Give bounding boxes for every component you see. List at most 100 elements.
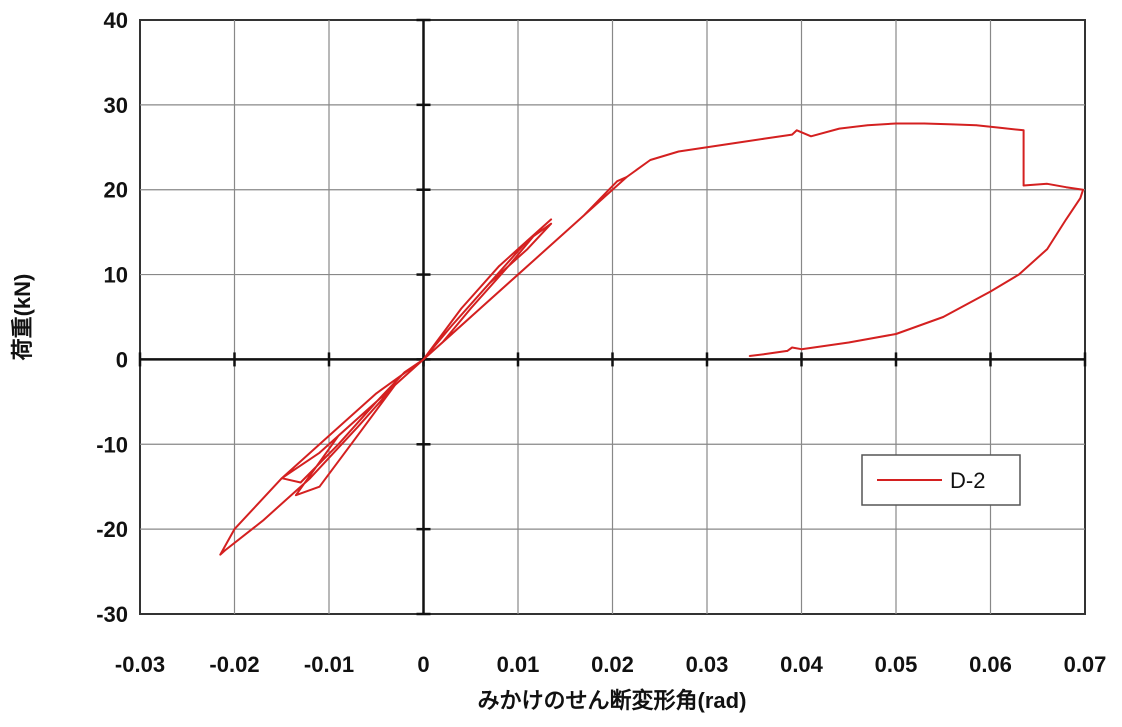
data-point <box>384 392 387 395</box>
data-point <box>451 324 453 327</box>
x-tick-label: 0.05 <box>875 652 918 677</box>
tick-labels: -0.03 -0.02 -0.01 0 0.01 0.02 0.03 0.04 0.05 0.06… <box>96 8 1106 677</box>
data-point <box>800 348 803 351</box>
x-tick-label: 0 <box>417 652 429 677</box>
data-point <box>295 494 297 497</box>
data-point <box>847 341 850 344</box>
data-point <box>795 129 798 132</box>
data-point <box>422 358 425 361</box>
x-tick-label: 0.07 <box>1064 652 1107 677</box>
data-point <box>649 159 652 161</box>
x-tick-label: -0.02 <box>209 652 259 677</box>
data-point <box>734 142 737 144</box>
data-point <box>451 333 453 335</box>
data-point <box>219 553 222 556</box>
data-point <box>923 122 926 125</box>
data-point <box>299 481 302 484</box>
data-point <box>328 435 330 437</box>
data-point <box>786 350 789 352</box>
data-point <box>356 435 359 437</box>
data-point <box>469 307 472 310</box>
data-point <box>550 222 552 225</box>
y-tick-label: 10 <box>104 263 128 288</box>
data-point <box>460 307 463 310</box>
data-point <box>403 371 406 373</box>
data-point <box>583 214 585 216</box>
x-tick-label: 0.01 <box>497 652 540 677</box>
legend: D-2 <box>861 454 1021 506</box>
data-point <box>762 353 765 356</box>
data-point <box>1079 197 1082 199</box>
data-point <box>280 477 283 480</box>
x-tick-label: 0.04 <box>780 652 824 677</box>
x-tick-label: 0.02 <box>591 652 634 677</box>
data-point <box>762 138 765 140</box>
data-point <box>975 124 978 127</box>
data-point <box>706 146 708 149</box>
data-point <box>1065 218 1067 221</box>
y-tick-label: -10 <box>96 432 128 457</box>
data-point <box>999 126 1001 129</box>
data-point <box>1046 248 1048 250</box>
data-point <box>224 549 226 552</box>
x-tick-label: -0.01 <box>304 652 354 677</box>
data-point <box>625 176 628 178</box>
data-point <box>866 124 869 127</box>
data-point <box>507 265 510 267</box>
y-tick-label: -20 <box>96 517 128 542</box>
data-point <box>564 231 567 233</box>
data-point <box>356 426 359 429</box>
data-point <box>536 231 538 233</box>
data-point <box>337 435 340 437</box>
zero-axes <box>138 18 1087 616</box>
data-point <box>469 316 472 318</box>
data-point <box>1065 186 1067 188</box>
data-point <box>895 122 897 125</box>
data-point <box>441 341 444 344</box>
y-tick-label: 20 <box>104 178 128 203</box>
data-point <box>337 443 340 446</box>
data-point <box>526 239 529 242</box>
data-point <box>356 418 359 420</box>
data-point <box>1018 273 1020 276</box>
x-tick-label: 0.03 <box>686 652 729 677</box>
data-point <box>677 150 680 153</box>
data-point <box>488 299 491 301</box>
data-point <box>1082 188 1084 191</box>
y-axis-title: 荷重(kN) <box>10 274 35 361</box>
y-tick-label: 40 <box>104 8 128 33</box>
data-point <box>748 355 751 357</box>
data-point <box>498 265 500 267</box>
y-tick-label: -30 <box>96 602 128 627</box>
x-axis-title: みかけのせん断変形角(rad) <box>478 688 747 713</box>
y-tick-label: 30 <box>104 93 128 118</box>
data-point <box>602 197 604 199</box>
data-point <box>791 346 793 349</box>
data-point <box>550 218 552 221</box>
data-point <box>375 392 378 395</box>
data-point <box>375 401 378 403</box>
data-point <box>526 248 529 250</box>
data-point <box>838 127 841 130</box>
x-tick-label: 0.06 <box>969 652 1012 677</box>
y-tick-label: 0 <box>116 347 128 372</box>
data-point <box>233 528 236 530</box>
data-point <box>318 485 321 488</box>
data-point <box>309 477 311 480</box>
data-point <box>951 123 954 126</box>
data-point <box>989 290 992 293</box>
data-point <box>1022 184 1025 187</box>
data-point <box>536 256 538 259</box>
data-point <box>810 135 812 138</box>
legend-label: D-2 <box>950 468 985 493</box>
series-layer <box>219 122 1085 556</box>
data-point <box>616 180 619 183</box>
data-point <box>895 333 897 335</box>
data-point <box>791 133 793 136</box>
data-point <box>1046 182 1048 185</box>
data-point <box>318 451 321 454</box>
data-point <box>394 384 396 386</box>
x-tick-label: -0.03 <box>115 652 165 677</box>
